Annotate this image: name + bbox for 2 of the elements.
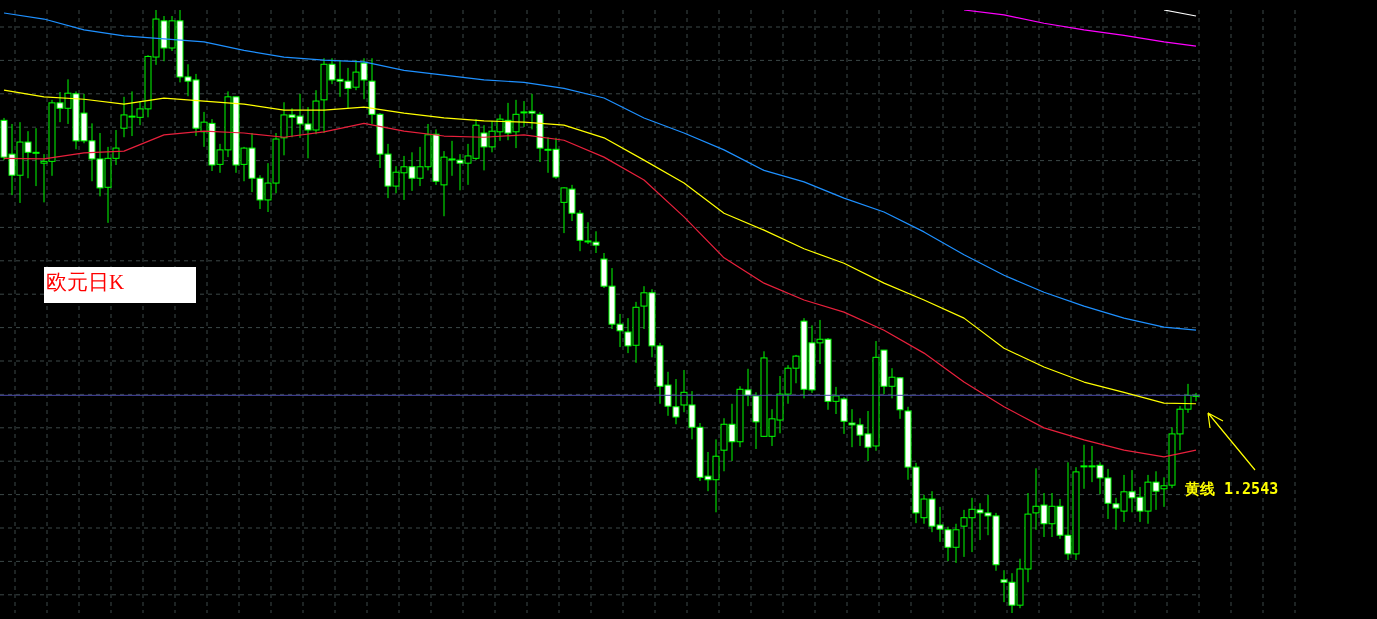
label-box: 欧元日K (44, 267, 196, 303)
annotation: 黄线 1.2543 (1185, 480, 1279, 499)
